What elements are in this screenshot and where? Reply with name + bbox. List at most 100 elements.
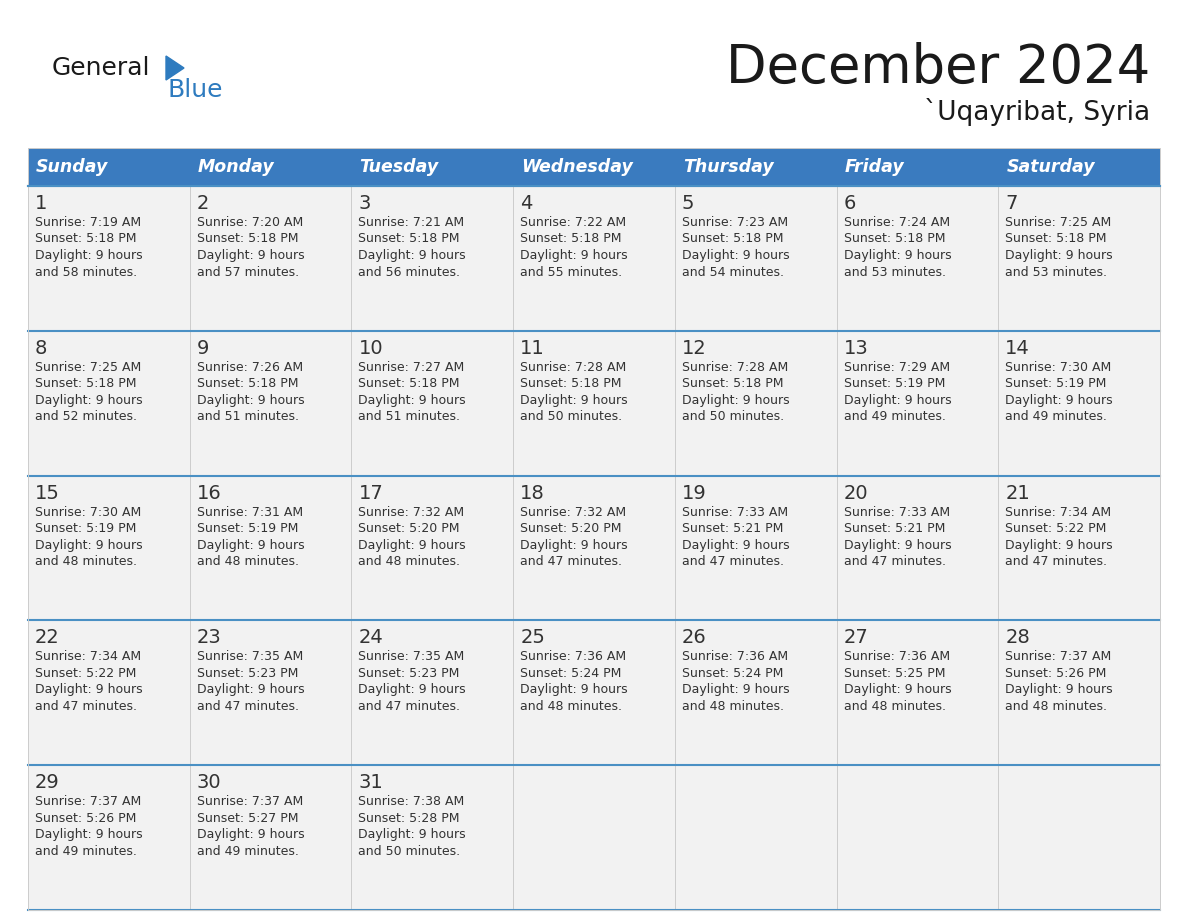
Bar	[998, 766, 1159, 910]
Text: Sunrise: 7:35 AM: Sunrise: 7:35 AM	[359, 650, 465, 664]
Text: Sunset: 5:23 PM: Sunset: 5:23 PM	[359, 666, 460, 680]
Text: Sunset: 5:18 PM: Sunset: 5:18 PM	[682, 232, 783, 245]
Text: Sunrise: 7:31 AM: Sunrise: 7:31 AM	[197, 506, 303, 519]
Text: 23: 23	[197, 629, 221, 647]
Text: 22: 22	[34, 629, 59, 647]
Bar	[998, 476, 1159, 621]
Text: Sunset: 5:19 PM: Sunset: 5:19 PM	[1005, 377, 1107, 390]
Text: Sunrise: 7:28 AM: Sunrise: 7:28 AM	[682, 361, 788, 374]
Text: Sunset: 5:28 PM: Sunset: 5:28 PM	[359, 812, 460, 824]
Text: Sunset: 5:18 PM: Sunset: 5:18 PM	[682, 377, 783, 390]
Text: Sunrise: 7:19 AM: Sunrise: 7:19 AM	[34, 216, 141, 229]
Text: Daylight: 9 hours: Daylight: 9 hours	[359, 828, 466, 841]
Text: Sunrise: 7:33 AM: Sunrise: 7:33 AM	[682, 506, 788, 519]
Text: 5: 5	[682, 194, 694, 213]
Text: Daylight: 9 hours: Daylight: 9 hours	[1005, 249, 1113, 262]
Bar	[836, 621, 998, 766]
Text: and 54 minutes.: and 54 minutes.	[682, 265, 784, 278]
Bar	[513, 330, 675, 476]
Text: Sunrise: 7:32 AM: Sunrise: 7:32 AM	[359, 506, 465, 519]
Text: Daylight: 9 hours: Daylight: 9 hours	[197, 394, 304, 407]
Text: Sunrise: 7:37 AM: Sunrise: 7:37 AM	[34, 795, 141, 808]
Text: Sunset: 5:26 PM: Sunset: 5:26 PM	[34, 812, 137, 824]
Text: 24: 24	[359, 629, 384, 647]
Text: Daylight: 9 hours: Daylight: 9 hours	[843, 539, 952, 552]
Text: Daylight: 9 hours: Daylight: 9 hours	[520, 683, 627, 697]
Text: Sunset: 5:18 PM: Sunset: 5:18 PM	[359, 377, 460, 390]
Text: `Uqayribat, Syria: `Uqayribat, Syria	[924, 98, 1150, 126]
Text: Daylight: 9 hours: Daylight: 9 hours	[682, 394, 790, 407]
Bar	[190, 621, 352, 766]
Text: 15: 15	[34, 484, 59, 502]
Text: Sunrise: 7:21 AM: Sunrise: 7:21 AM	[359, 216, 465, 229]
Text: Daylight: 9 hours: Daylight: 9 hours	[34, 828, 143, 841]
Text: 16: 16	[197, 484, 221, 502]
Text: Blue: Blue	[168, 78, 223, 102]
Text: Daylight: 9 hours: Daylight: 9 hours	[520, 539, 627, 552]
Text: Tuesday: Tuesday	[360, 158, 438, 176]
Text: Sunset: 5:24 PM: Sunset: 5:24 PM	[682, 666, 783, 680]
Text: and 48 minutes.: and 48 minutes.	[682, 700, 784, 713]
Text: Daylight: 9 hours: Daylight: 9 hours	[1005, 539, 1113, 552]
Text: and 48 minutes.: and 48 minutes.	[843, 700, 946, 713]
Text: 25: 25	[520, 629, 545, 647]
Text: Daylight: 9 hours: Daylight: 9 hours	[682, 683, 790, 697]
Text: 3: 3	[359, 194, 371, 213]
Bar	[998, 621, 1159, 766]
Text: 30: 30	[197, 773, 221, 792]
Text: and 47 minutes.: and 47 minutes.	[520, 555, 623, 568]
Text: Daylight: 9 hours: Daylight: 9 hours	[1005, 683, 1113, 697]
Text: Sunset: 5:18 PM: Sunset: 5:18 PM	[197, 232, 298, 245]
Bar	[29, 476, 190, 621]
Text: and 58 minutes.: and 58 minutes.	[34, 265, 137, 278]
Text: and 48 minutes.: and 48 minutes.	[359, 555, 461, 568]
Text: Sunrise: 7:33 AM: Sunrise: 7:33 AM	[843, 506, 949, 519]
Bar	[675, 330, 836, 476]
Text: and 49 minutes.: and 49 minutes.	[1005, 410, 1107, 423]
Bar	[29, 621, 190, 766]
Text: 4: 4	[520, 194, 532, 213]
Text: 12: 12	[682, 339, 707, 358]
Text: Sunset: 5:22 PM: Sunset: 5:22 PM	[34, 666, 137, 680]
Bar	[29, 148, 1159, 186]
Text: Sunset: 5:19 PM: Sunset: 5:19 PM	[34, 522, 137, 535]
Text: and 47 minutes.: and 47 minutes.	[359, 700, 461, 713]
Text: Monday: Monday	[197, 158, 274, 176]
Text: Sunrise: 7:37 AM: Sunrise: 7:37 AM	[197, 795, 303, 808]
Text: and 52 minutes.: and 52 minutes.	[34, 410, 137, 423]
Bar	[190, 766, 352, 910]
Text: 27: 27	[843, 629, 868, 647]
Bar	[513, 621, 675, 766]
Bar	[513, 186, 675, 330]
Text: Sunrise: 7:20 AM: Sunrise: 7:20 AM	[197, 216, 303, 229]
Text: 17: 17	[359, 484, 384, 502]
Text: Daylight: 9 hours: Daylight: 9 hours	[1005, 394, 1113, 407]
Bar	[190, 186, 352, 330]
Text: Sunrise: 7:34 AM: Sunrise: 7:34 AM	[1005, 506, 1112, 519]
Bar	[190, 476, 352, 621]
Bar	[998, 186, 1159, 330]
Text: 26: 26	[682, 629, 707, 647]
Text: Daylight: 9 hours: Daylight: 9 hours	[843, 394, 952, 407]
Text: Daylight: 9 hours: Daylight: 9 hours	[197, 683, 304, 697]
Text: Sunrise: 7:34 AM: Sunrise: 7:34 AM	[34, 650, 141, 664]
Text: Daylight: 9 hours: Daylight: 9 hours	[843, 683, 952, 697]
Text: 31: 31	[359, 773, 384, 792]
Text: and 50 minutes.: and 50 minutes.	[682, 410, 784, 423]
Text: Sunday: Sunday	[36, 158, 108, 176]
Text: 20: 20	[843, 484, 868, 502]
Bar	[513, 476, 675, 621]
Text: and 57 minutes.: and 57 minutes.	[197, 265, 299, 278]
Text: Sunrise: 7:36 AM: Sunrise: 7:36 AM	[843, 650, 949, 664]
Text: and 48 minutes.: and 48 minutes.	[197, 555, 298, 568]
Text: Sunset: 5:22 PM: Sunset: 5:22 PM	[1005, 522, 1107, 535]
Text: Sunset: 5:18 PM: Sunset: 5:18 PM	[520, 232, 621, 245]
Text: and 48 minutes.: and 48 minutes.	[34, 555, 137, 568]
Text: Sunset: 5:18 PM: Sunset: 5:18 PM	[34, 232, 137, 245]
Text: and 55 minutes.: and 55 minutes.	[520, 265, 623, 278]
Text: Sunrise: 7:23 AM: Sunrise: 7:23 AM	[682, 216, 788, 229]
Text: Daylight: 9 hours: Daylight: 9 hours	[359, 249, 466, 262]
Text: Daylight: 9 hours: Daylight: 9 hours	[682, 539, 790, 552]
Text: Saturday: Saturday	[1006, 158, 1095, 176]
Text: Sunrise: 7:36 AM: Sunrise: 7:36 AM	[520, 650, 626, 664]
